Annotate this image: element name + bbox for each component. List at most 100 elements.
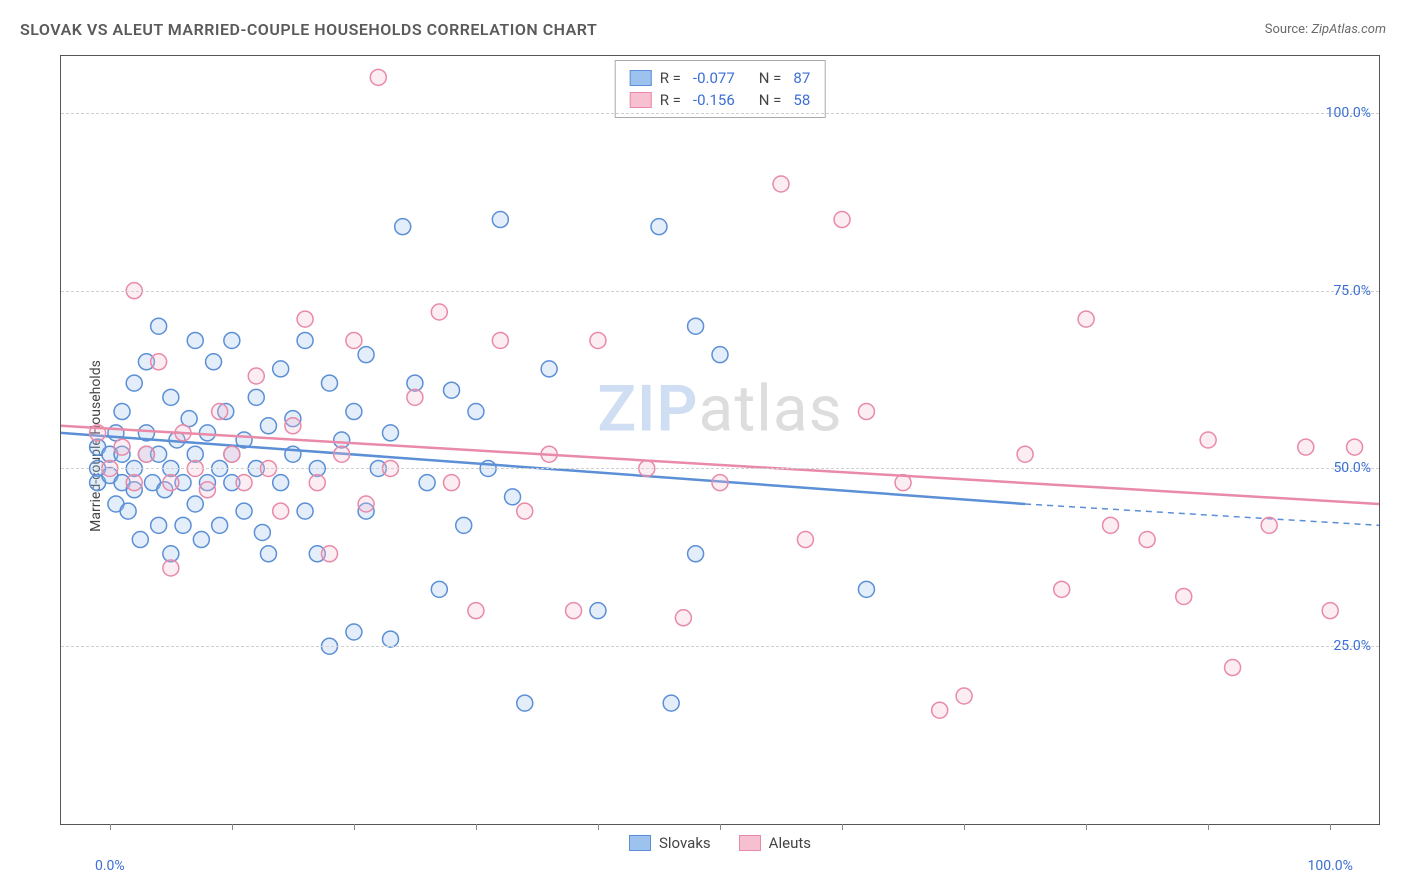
point-aleuts: [675, 610, 691, 626]
chart-title: SLOVAK VS ALEUT MARRIED-COUPLE HOUSEHOLD…: [20, 20, 597, 39]
point-aleuts: [492, 332, 508, 348]
swatch-aleuts: [630, 92, 652, 108]
point-slovaks: [358, 347, 374, 363]
legend-n-slovaks: 87: [793, 69, 810, 87]
point-aleuts: [1054, 581, 1070, 597]
point-slovaks: [132, 532, 148, 548]
point-slovaks: [517, 695, 533, 711]
x-tick-label: 100.0%: [1307, 858, 1352, 874]
point-aleuts: [1322, 603, 1338, 619]
point-slovaks: [419, 475, 435, 491]
point-aleuts: [1347, 439, 1363, 455]
point-slovaks: [163, 389, 179, 405]
legend-row-aleuts: R = -0.156 N = 58: [630, 89, 811, 111]
point-slovaks: [273, 475, 289, 491]
point-aleuts: [1200, 432, 1216, 448]
point-slovaks: [175, 517, 191, 533]
x-tick: [1086, 824, 1087, 830]
point-aleuts: [444, 475, 460, 491]
legend-label-aleuts: Aleuts: [769, 834, 811, 852]
point-slovaks: [346, 624, 362, 640]
point-slovaks: [254, 524, 270, 540]
point-aleuts: [321, 546, 337, 562]
point-aleuts: [1017, 446, 1033, 462]
point-aleuts: [590, 332, 606, 348]
point-aleuts: [358, 496, 374, 512]
point-slovaks: [858, 581, 874, 597]
gridline-h: [61, 113, 1379, 114]
point-slovaks: [248, 389, 264, 405]
point-aleuts: [224, 446, 240, 462]
point-slovaks: [590, 603, 606, 619]
swatch2-aleuts: [739, 835, 761, 851]
x-tick-label: 0.0%: [95, 858, 125, 874]
point-slovaks: [541, 361, 557, 377]
point-slovaks: [114, 404, 130, 420]
point-aleuts: [834, 212, 850, 228]
stats-legend: R = -0.077 N = 87 R = -0.156 N = 58: [615, 60, 826, 118]
point-aleuts: [1176, 588, 1192, 604]
plot-svg: [61, 56, 1379, 824]
point-slovaks: [260, 546, 276, 562]
source-link[interactable]: ZipAtlas.com: [1311, 22, 1386, 37]
legend-n-aleuts: 58: [793, 91, 810, 109]
series-legend: Slovaks Aleuts: [629, 834, 811, 852]
point-aleuts: [309, 475, 325, 491]
x-tick: [1330, 824, 1331, 830]
point-slovaks: [431, 581, 447, 597]
point-aleuts: [163, 560, 179, 576]
legend-r-label: R =: [660, 69, 681, 87]
point-slovaks: [120, 503, 136, 519]
point-aleuts: [431, 304, 447, 320]
point-slovaks: [297, 503, 313, 519]
point-aleuts: [517, 503, 533, 519]
legend-r-slovaks: -0.077: [693, 69, 735, 87]
point-aleuts: [163, 475, 179, 491]
point-slovaks: [126, 375, 142, 391]
point-aleuts: [248, 368, 264, 384]
x-tick: [354, 824, 355, 830]
source-credit: Source: ZipAtlas.com: [1265, 22, 1386, 37]
x-tick: [232, 824, 233, 830]
x-tick: [110, 824, 111, 830]
point-slovaks: [712, 347, 728, 363]
swatch-slovaks: [630, 70, 652, 86]
point-aleuts: [1103, 517, 1119, 533]
point-aleuts: [199, 482, 215, 498]
legend-item-slovaks: Slovaks: [629, 834, 711, 852]
point-slovaks: [505, 489, 521, 505]
gridline-h: [61, 291, 1379, 292]
x-tick: [964, 824, 965, 830]
legend-item-aleuts: Aleuts: [739, 834, 811, 852]
point-aleuts: [956, 688, 972, 704]
swatch2-slovaks: [629, 835, 651, 851]
point-slovaks: [688, 546, 704, 562]
point-aleuts: [1225, 660, 1241, 676]
legend-n-label2: N =: [759, 91, 782, 109]
point-slovaks: [212, 517, 228, 533]
point-slovaks: [260, 418, 276, 434]
header-row: SLOVAK VS ALEUT MARRIED-COUPLE HOUSEHOLD…: [20, 20, 1386, 39]
point-aleuts: [1078, 311, 1094, 327]
point-slovaks: [193, 532, 209, 548]
point-slovaks: [395, 219, 411, 235]
point-aleuts: [126, 475, 142, 491]
point-slovaks: [651, 219, 667, 235]
source-label: Source:: [1265, 22, 1308, 37]
x-tick: [1208, 824, 1209, 830]
point-aleuts: [407, 389, 423, 405]
point-aleuts: [151, 354, 167, 370]
y-tick-label: 100.0%: [1326, 105, 1371, 121]
point-slovaks: [321, 375, 337, 391]
point-slovaks: [273, 361, 289, 377]
point-aleuts: [712, 475, 728, 491]
point-aleuts: [346, 332, 362, 348]
point-slovaks: [468, 404, 484, 420]
point-slovaks: [492, 212, 508, 228]
point-aleuts: [138, 446, 154, 462]
x-tick: [720, 824, 721, 830]
chart-container: SLOVAK VS ALEUT MARRIED-COUPLE HOUSEHOLD…: [0, 0, 1406, 892]
point-aleuts: [566, 603, 582, 619]
point-slovaks: [346, 404, 362, 420]
point-aleuts: [236, 475, 252, 491]
